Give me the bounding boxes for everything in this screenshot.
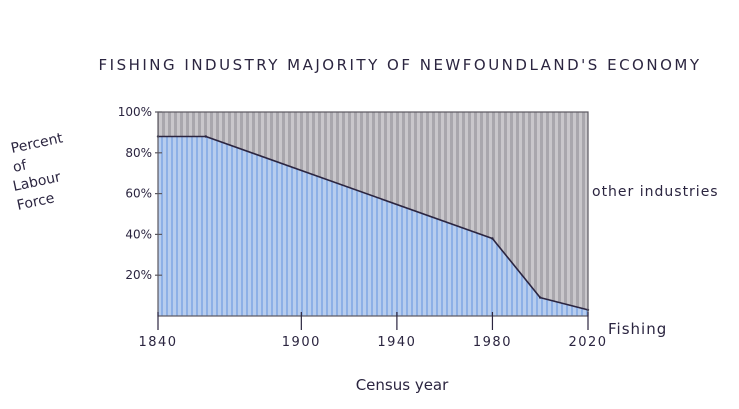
area-other-industries [158,112,588,310]
y-axis-label: Percent of Labour Force [10,130,65,214]
x-axis: 1840 1900 1940 1980 2020 [138,312,607,350]
x-tick-label: 1900 [282,335,321,350]
x-tick-label: 1940 [377,335,416,350]
plot-area [156,111,590,317]
area-fishing [158,136,588,316]
chart-title: FISHING INDUSTRY MAJORITY OF NEWFOUNDLAN… [99,56,702,74]
data-point-fishing-1860 [204,135,207,138]
y-tick-label: 60% [125,187,152,201]
y-axis-label-line-4: Force [16,190,56,214]
y-tick-label: 100% [118,105,152,119]
data-point-fishing-2000 [539,296,542,299]
y-axis: 100% 80% 60% 40% 20% [118,105,162,282]
x-axis-label: Census year [356,376,449,394]
y-tick-label: 80% [125,146,152,160]
plot-frame [157,111,589,317]
x-tick-label: 2020 [568,335,607,350]
x-tick-label: 1840 [138,335,177,350]
y-tick-label: 20% [125,268,152,282]
data-point-fishing-1980 [491,237,494,240]
series-label-fishing: Fishing [608,320,667,338]
x-tick-label: 1980 [473,335,512,350]
y-tick-label: 40% [125,227,152,241]
y-axis-label-line-2: of [12,157,30,176]
series-label-other-industries: other industries [592,184,719,200]
y-axis-label-line-1: Percent [10,130,65,157]
